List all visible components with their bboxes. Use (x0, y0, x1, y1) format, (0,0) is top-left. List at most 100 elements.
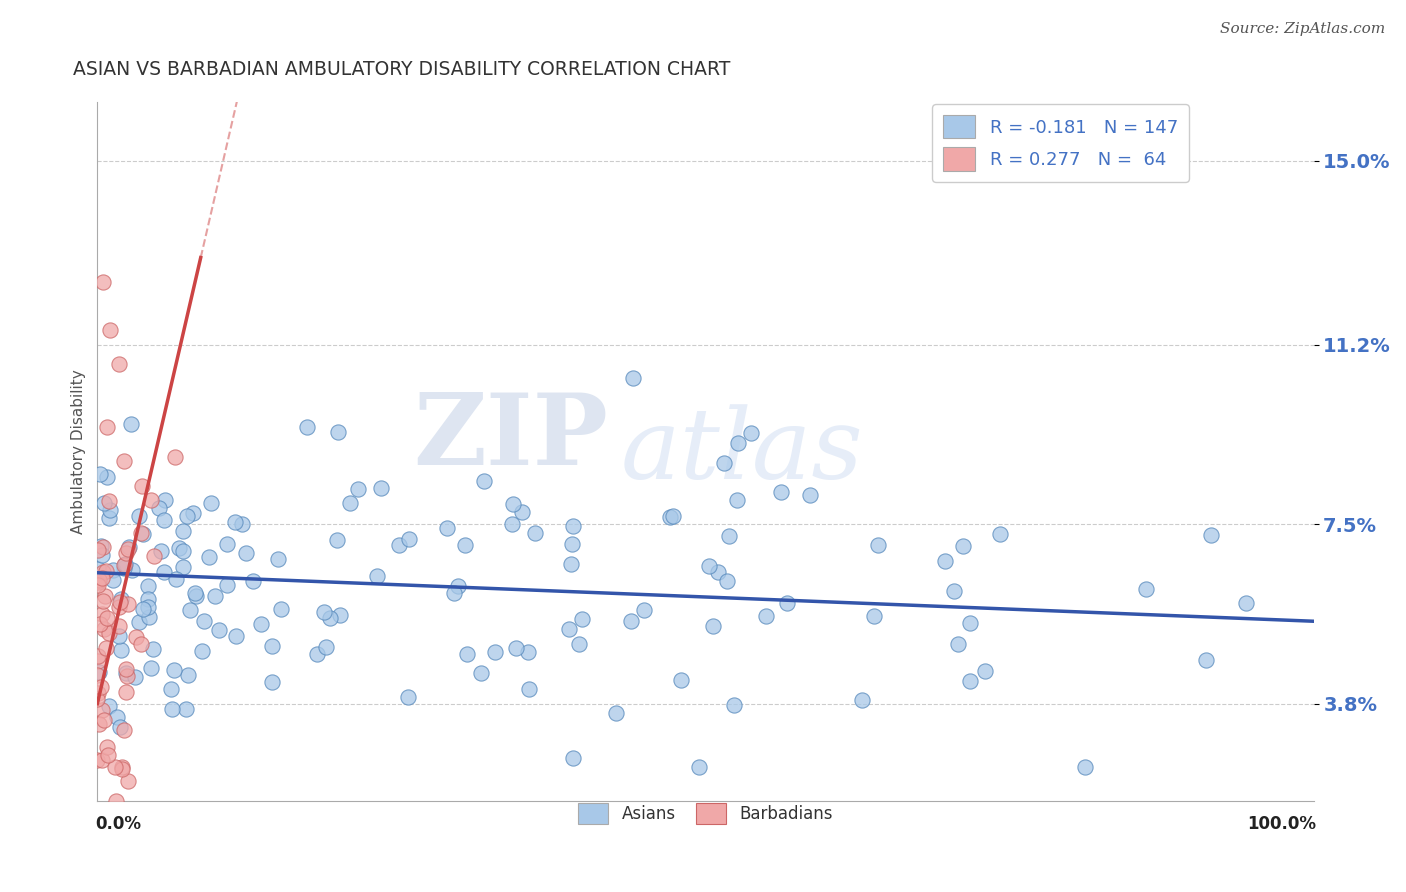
Point (97, 625, 120, 640)
Point (347, 482, 370, 496)
Point (799, 488, 821, 502)
Text: atlas: atlas (620, 404, 863, 500)
Point (108, 595, 131, 609)
Point (193, 615, 215, 629)
Point (160, 681, 183, 696)
Text: ZIP: ZIP (413, 389, 609, 486)
Point (93, 622, 115, 636)
Point (87, 562, 110, 576)
Point (97, 748, 120, 763)
Point (93, 496, 115, 510)
Point (96, 611, 118, 625)
Point (224, 515, 246, 529)
Point (959, 674, 981, 689)
Point (143, 549, 166, 564)
Point (502, 497, 524, 511)
Point (851, 693, 873, 707)
Point (235, 546, 257, 560)
Point (328, 425, 350, 439)
Point (93, 713, 115, 727)
Point (942, 583, 965, 598)
Point (501, 517, 523, 532)
Point (148, 501, 170, 516)
Point (98, 502, 121, 516)
Point (114, 684, 136, 698)
Point (128, 509, 150, 524)
Point (669, 673, 692, 687)
Point (329, 608, 352, 623)
Point (217, 578, 239, 592)
Point (172, 544, 194, 558)
Point (89, 616, 111, 631)
Point (105, 710, 128, 724)
Point (94, 640, 117, 655)
Point (319, 611, 342, 625)
Point (87, 648, 110, 663)
Point (115, 662, 138, 676)
Point (128, 615, 150, 629)
Point (112, 561, 135, 575)
Point (121, 417, 143, 432)
Point (688, 760, 710, 774)
Point (124, 669, 146, 683)
Point (454, 538, 477, 552)
Point (132, 526, 155, 541)
Point (89, 665, 111, 679)
Point (184, 586, 207, 600)
Point (868, 538, 890, 552)
Point (517, 682, 540, 697)
Point (91, 607, 114, 621)
Point (447, 578, 470, 592)
Point (183, 506, 205, 520)
Point (186, 589, 208, 603)
Point (104, 794, 127, 808)
Point (505, 641, 527, 656)
Point (172, 560, 194, 574)
Point (91, 594, 114, 608)
Point (770, 485, 793, 500)
Point (1195, 653, 1218, 667)
Point (97, 494, 120, 508)
Text: 0.0%: 0.0% (96, 814, 141, 832)
Point (136, 592, 159, 607)
Point (260, 675, 283, 690)
Point (217, 537, 239, 551)
Point (117, 541, 139, 556)
Point (114, 546, 136, 560)
Point (89, 681, 111, 695)
Point (204, 589, 226, 603)
Point (436, 521, 458, 535)
Point (87, 654, 110, 668)
Point (89, 574, 111, 588)
Point (571, 612, 593, 626)
Point (115, 808, 138, 822)
Point (104, 760, 127, 774)
Point (136, 600, 159, 615)
Point (470, 666, 492, 681)
Point (150, 544, 173, 558)
Point (111, 762, 134, 776)
Point (112, 454, 135, 468)
Point (110, 592, 132, 607)
Point (114, 557, 136, 571)
Point (174, 702, 197, 716)
Point (111, 760, 134, 774)
Point (96, 740, 118, 755)
Point (91, 704, 114, 718)
Point (86, 808, 108, 822)
Point (723, 698, 745, 712)
Point (86, 754, 108, 768)
Point (93, 275, 115, 289)
Point (727, 435, 749, 450)
Point (934, 554, 956, 568)
Point (89, 467, 111, 482)
Point (108, 629, 131, 643)
Point (697, 559, 720, 574)
Point (725, 493, 748, 508)
Point (242, 574, 264, 588)
Point (510, 505, 533, 519)
Point (155, 493, 177, 508)
Point (200, 496, 222, 510)
Point (142, 642, 165, 657)
Point (862, 609, 884, 624)
